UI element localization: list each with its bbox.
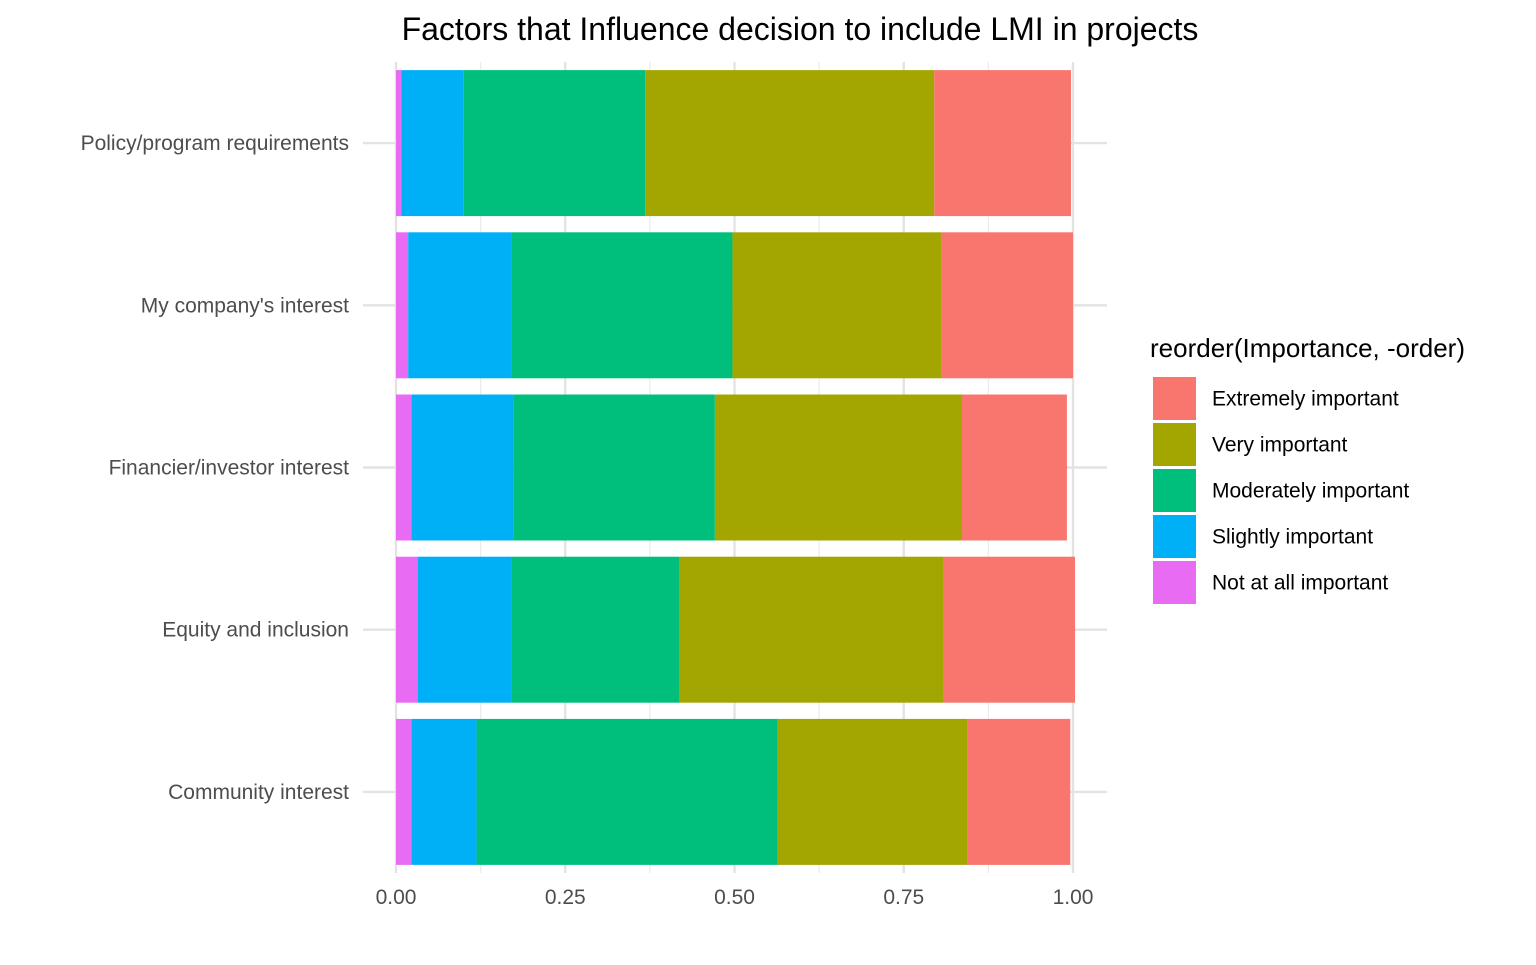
bar-segment-extremely-important [940, 232, 1073, 379]
legend-key-extremely-important [1153, 377, 1196, 420]
bar-segment-moderately-important [511, 232, 733, 379]
bar-segment-not-at-all-important [396, 718, 412, 865]
legend: reorder(Importance, -order) Extremely im… [1150, 333, 1465, 604]
x-tick-label: 0.50 [714, 886, 755, 909]
legend-label-slightly-important: Slightly important [1212, 526, 1373, 549]
legend-key-very-important [1153, 423, 1196, 466]
bar-segment-slightly-important [401, 70, 464, 217]
bar-segment-very-important [732, 232, 941, 379]
bar-segment-very-important [714, 394, 962, 541]
legend-label-extremely-important: Extremely important [1212, 388, 1399, 411]
legend-label-not-at-all-important: Not at all important [1212, 572, 1388, 595]
bar-segment-slightly-important [408, 232, 512, 379]
bar-segment-not-at-all-important [396, 556, 418, 703]
bar-segment-moderately-important [463, 70, 646, 217]
y-axis: Policy/program requirements My company's … [81, 132, 350, 804]
bar-segment-not-at-all-important [396, 70, 402, 217]
legend-label-very-important: Very important [1212, 434, 1348, 457]
bar-segment-moderately-important [513, 394, 715, 541]
bar-segment-very-important [678, 556, 944, 703]
y-tick-label: Equity and inclusion [162, 619, 349, 642]
bar-segment-extremely-important [967, 718, 1071, 865]
bar-segment-very-important [777, 718, 968, 865]
legend-title: reorder(Importance, -order) [1150, 333, 1465, 363]
x-tick-label: 0.75 [883, 886, 924, 909]
legend-label-moderately-important: Moderately important [1212, 480, 1409, 503]
bar-segment-very-important [645, 70, 935, 217]
bar-segment-moderately-important [476, 718, 778, 865]
bar-segment-extremely-important [961, 394, 1067, 541]
y-tick-label: My company's interest [141, 294, 349, 317]
x-tick-label: 0.25 [545, 886, 586, 909]
bars [396, 70, 1076, 865]
y-tick-label: Financier/investor interest [109, 457, 350, 480]
y-tick-label: Policy/program requirements [81, 132, 349, 155]
bar-segment-not-at-all-important [396, 232, 409, 379]
chart-title: Factors that Influence decision to inclu… [402, 11, 1199, 47]
bar-segment-slightly-important [417, 556, 512, 703]
x-tick-label: 0.00 [376, 886, 417, 909]
legend-key-not-at-all-important [1153, 561, 1196, 604]
bar-segment-slightly-important [411, 394, 514, 541]
legend-key-slightly-important [1153, 515, 1196, 558]
bar-segment-moderately-important [511, 556, 679, 703]
bar-segment-slightly-important [411, 718, 477, 865]
bar-segment-not-at-all-important [396, 394, 412, 541]
bar-segment-extremely-important [943, 556, 1076, 703]
x-axis: 0.00 0.25 0.50 0.75 1.00 [376, 886, 1094, 909]
x-tick-label: 1.00 [1053, 886, 1094, 909]
legend-key-moderately-important [1153, 469, 1196, 512]
y-tick-label: Community interest [168, 781, 349, 804]
bar-segment-extremely-important [934, 70, 1071, 217]
